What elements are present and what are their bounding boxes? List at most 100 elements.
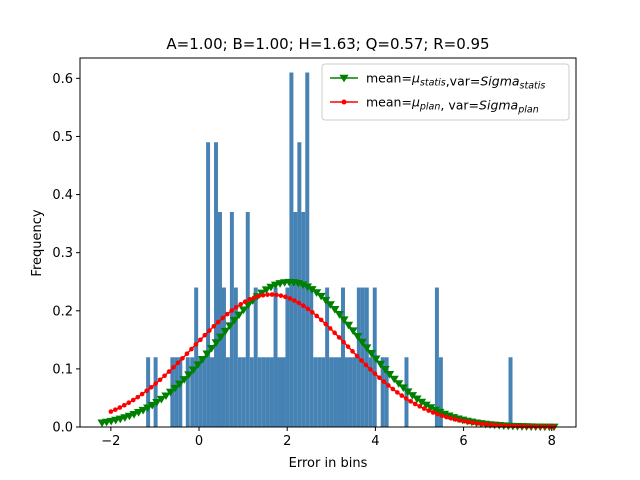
series-point <box>408 399 414 404</box>
series-point <box>211 323 217 329</box>
histogram-bar <box>241 357 246 427</box>
series-point <box>426 404 436 412</box>
series-point <box>466 419 472 425</box>
series-point <box>327 326 333 331</box>
x-tick-label: 0 <box>195 434 203 449</box>
series-point <box>403 396 409 401</box>
series-point <box>395 390 400 395</box>
chart-title: A=1.00; B=1.00; H=1.63; Q=0.57; R=0.95 <box>166 35 489 53</box>
series-point <box>202 332 208 338</box>
series-point <box>489 422 494 428</box>
series-point <box>321 296 331 305</box>
series-point <box>296 300 302 306</box>
series-point <box>372 371 378 376</box>
series-point <box>298 281 308 290</box>
series-point <box>302 283 313 292</box>
histogram-bar <box>237 357 242 427</box>
x-tick-label: 8 <box>548 434 556 449</box>
series-point <box>301 303 306 309</box>
series-point <box>416 398 427 407</box>
histogram-bar <box>438 357 443 427</box>
legend-label: mean=μstatis,var=Sigmastatis <box>366 71 545 92</box>
series-point <box>220 315 226 321</box>
series-point <box>144 388 149 394</box>
histogram-bar <box>233 287 238 427</box>
series-point <box>345 344 351 349</box>
series-point <box>247 297 252 302</box>
series-point <box>399 393 405 398</box>
y-tick-label: 0.6 <box>52 72 73 87</box>
series-point <box>390 386 396 392</box>
series-point <box>108 409 114 414</box>
series-point <box>471 420 476 426</box>
series-point <box>193 361 203 369</box>
histogram-bar <box>265 357 270 427</box>
series-point <box>368 367 373 372</box>
histogram-bar <box>305 72 310 427</box>
series-point <box>229 308 235 313</box>
series-point <box>480 421 485 427</box>
legend: mean=μstatis,var=Sigmastatis mean=μplan, … <box>321 63 570 121</box>
series-point <box>157 377 163 383</box>
series-point <box>444 414 449 420</box>
series-point <box>143 404 153 413</box>
series-point <box>202 350 212 359</box>
series-point <box>385 370 395 379</box>
histogram-bar <box>225 357 230 427</box>
histogram-bar <box>273 287 278 427</box>
series-point <box>323 321 329 327</box>
series-point <box>166 369 172 374</box>
histogram-bar <box>174 357 179 427</box>
series-point <box>189 346 194 352</box>
x-tick-label: −2 <box>101 434 120 449</box>
series-point <box>403 388 413 396</box>
series-point <box>332 330 337 336</box>
series-point <box>430 406 440 415</box>
histogram-bar <box>185 357 190 427</box>
series-point <box>520 424 525 429</box>
series-point <box>341 339 346 345</box>
histogram-bar <box>301 211 306 427</box>
series-point <box>366 349 376 358</box>
series-point <box>357 338 367 347</box>
histogram-bar <box>257 357 262 427</box>
histogram-bar <box>337 357 342 427</box>
series-point <box>381 379 387 384</box>
series-point <box>234 311 244 320</box>
series-point <box>398 384 408 393</box>
series-point <box>215 319 221 325</box>
series-point <box>426 408 431 413</box>
series-point <box>363 362 369 368</box>
series-point <box>233 304 239 310</box>
histogram-bar <box>313 357 318 427</box>
histogram-bar <box>277 357 282 427</box>
series-point <box>266 283 276 292</box>
histogram-bar <box>352 357 357 427</box>
series-point <box>139 391 145 397</box>
series-point <box>126 400 132 406</box>
series-2 <box>108 292 557 430</box>
series-point <box>305 306 311 312</box>
series-point <box>421 406 427 411</box>
series-point <box>220 327 230 336</box>
legend-item: mean=μplan, var=Sigmaplan <box>330 95 539 116</box>
series-point <box>207 328 212 333</box>
histogram-bar <box>325 287 330 427</box>
legend-marker <box>339 74 349 83</box>
series-point <box>138 406 148 415</box>
series-point <box>318 317 324 323</box>
series-point <box>389 375 399 384</box>
histogram-bar <box>333 357 338 427</box>
series-point <box>216 333 226 342</box>
y-tick-label: 0.5 <box>52 130 73 145</box>
series-point <box>133 409 144 417</box>
histogram-bar <box>321 357 326 427</box>
series-point <box>439 413 445 418</box>
series-point <box>274 292 279 298</box>
series-point <box>193 342 199 347</box>
histogram-bar <box>245 211 250 427</box>
series-point <box>377 375 382 381</box>
histogram-bar <box>153 357 158 427</box>
series-point <box>260 292 266 298</box>
histogram-bar <box>269 357 274 427</box>
